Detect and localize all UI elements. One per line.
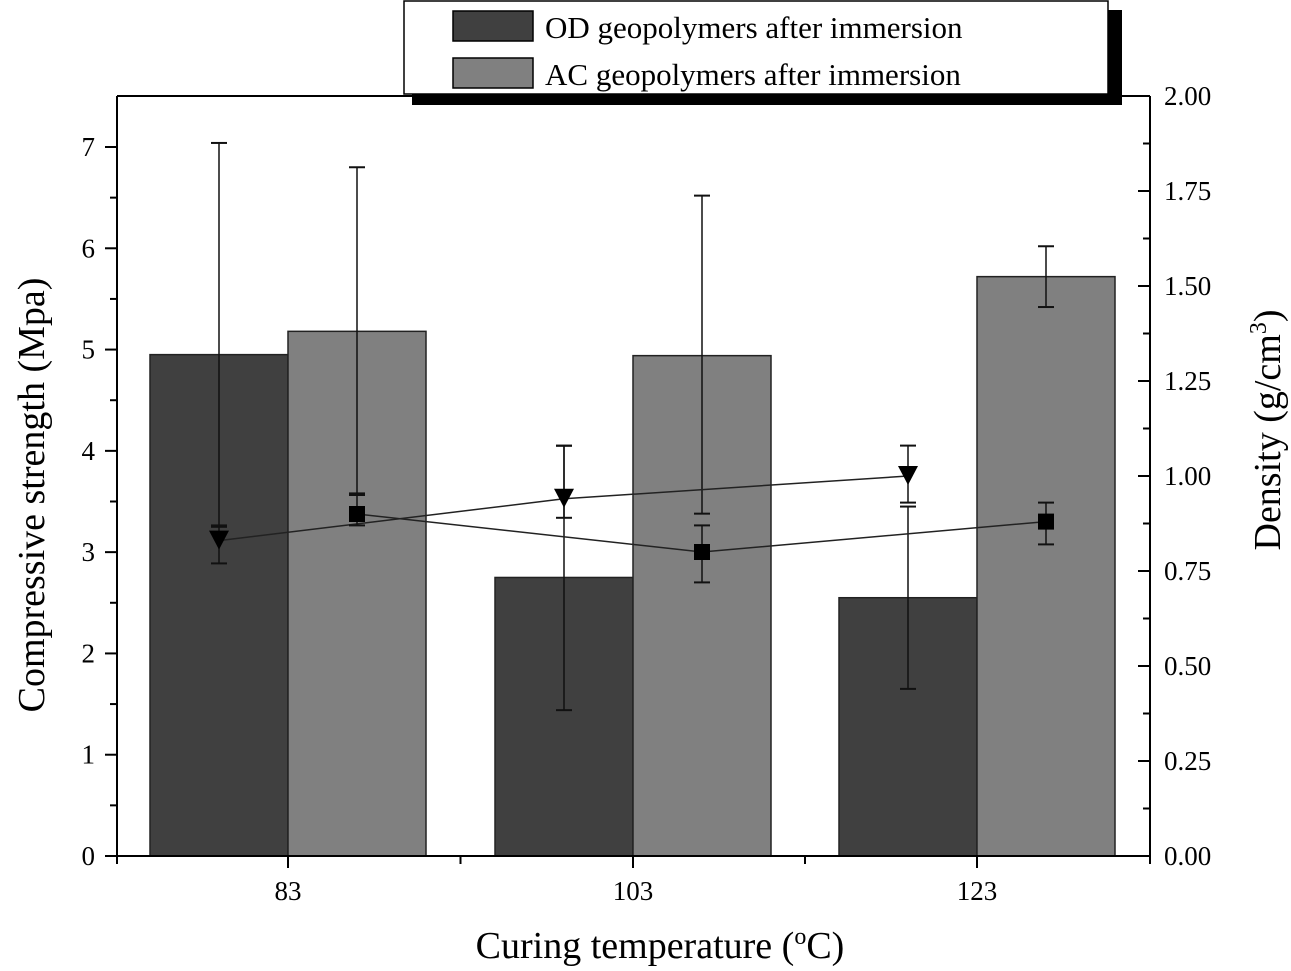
bar-ac-123 bbox=[976, 275, 1116, 857]
y-tick-label: 0 bbox=[82, 841, 96, 871]
density-marker-od-123 bbox=[898, 466, 918, 485]
axes-layer: 012345670.000.250.500.751.001.251.501.75… bbox=[82, 81, 1212, 906]
legend-label-od: OD geopolymers after immersion bbox=[545, 10, 963, 45]
y-tick-label: 3 bbox=[82, 537, 96, 567]
y2-axis-title-superscript: 3 bbox=[1246, 322, 1272, 334]
y2-tick-label: 1.00 bbox=[1164, 461, 1211, 491]
density-marker-ac-83 bbox=[349, 506, 365, 522]
y-tick-label: 7 bbox=[82, 132, 96, 162]
y2-tick-label: 1.25 bbox=[1164, 366, 1211, 396]
legend-swatch-ac bbox=[452, 57, 534, 89]
legend: OD geopolymers after immersion AC geopol… bbox=[403, 0, 1122, 105]
density-marker-od-83 bbox=[209, 530, 229, 550]
x-axis-title: Curing temperature (oC) bbox=[476, 924, 845, 967]
y-axis-title: Compressive strength (Mpa) bbox=[11, 278, 53, 713]
density-marker-ac-103 bbox=[694, 544, 710, 560]
y2-tick-label: 1.50 bbox=[1164, 271, 1211, 301]
y2-tick-label: 0.75 bbox=[1164, 556, 1211, 586]
y-tick-label: 6 bbox=[82, 233, 96, 263]
y-tick-label: 4 bbox=[82, 436, 96, 466]
y-tick-label: 1 bbox=[82, 740, 96, 770]
y2-tick-label: 2.00 bbox=[1164, 81, 1211, 111]
legend-swatch-od bbox=[452, 10, 534, 42]
y2-tick-label: 0.00 bbox=[1164, 841, 1211, 871]
density-lines-layer bbox=[209, 444, 1054, 584]
y-tick-label: 5 bbox=[82, 335, 96, 365]
y2-tick-label: 0.25 bbox=[1164, 746, 1211, 776]
x-tick-label: 103 bbox=[613, 876, 654, 906]
legend-label-ac: AC geopolymers after immersion bbox=[545, 57, 961, 92]
density-marker-ac-123 bbox=[1038, 513, 1054, 530]
x-tick-label: 83 bbox=[275, 876, 302, 906]
y-tick-label: 2 bbox=[82, 638, 96, 668]
y2-tick-label: 0.50 bbox=[1164, 651, 1211, 681]
y2-axis-title: Density (g/cm3) bbox=[1246, 309, 1289, 550]
y2-tick-label: 1.75 bbox=[1164, 176, 1211, 206]
density-marker-od-103 bbox=[554, 488, 574, 508]
x-axis-title-superscript: o bbox=[794, 924, 806, 950]
bars-layer bbox=[149, 141, 1116, 857]
x-tick-label: 123 bbox=[957, 876, 998, 906]
